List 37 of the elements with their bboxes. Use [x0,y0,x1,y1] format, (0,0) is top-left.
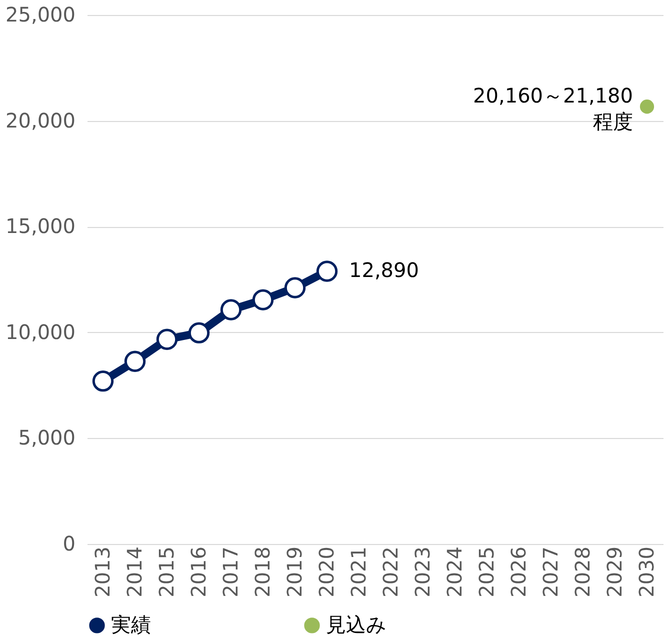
x-tick-label: 2026 [506,546,530,598]
x-tick-label: 2021 [346,546,370,598]
point [92,370,114,392]
point [316,260,338,282]
point [220,299,242,320]
y-tick-label: 15,000 [6,214,76,238]
y-tick-label: 25,000 [6,2,76,26]
annotation: 20,160～21,180 程度 [473,84,633,134]
y-tick-label: 0 [62,532,76,556]
point [124,350,146,372]
x-tick-label: 2030 [634,546,658,598]
y-tick-label: 5,000 [18,426,76,450]
legend-label: 見込み [326,612,386,636]
x-tick-label: 2015 [154,546,178,598]
x-tick-label: 2024 [442,546,466,598]
y-tick-label: 20,000 [6,108,76,132]
point [156,328,178,350]
x-tick-label: 2016 [186,546,210,598]
x-tick-label: 2020 [314,546,338,598]
data-label: 12,890 [349,258,419,282]
x-tick-label: 2014 [122,546,146,598]
x-tick-label: 2013 [90,546,114,598]
point [284,277,306,298]
x-tick-label: 2019 [282,546,306,598]
point [188,322,210,344]
y-tick-label: 10,000 [6,320,76,344]
x-tick-label: 2025 [474,546,498,598]
point [640,100,654,114]
x-tick-label: 2017 [218,546,242,598]
legend-label: 実績 [111,612,151,636]
x-tick-label: 2018 [250,546,274,598]
x-tick-label: 2028 [570,546,594,598]
x-tick-label: 2027 [538,546,562,598]
x-tick-label: 2023 [410,546,434,598]
x-tick-label: 2029 [602,546,626,598]
x-tick-label: 2022 [378,546,402,598]
point [252,289,274,310]
